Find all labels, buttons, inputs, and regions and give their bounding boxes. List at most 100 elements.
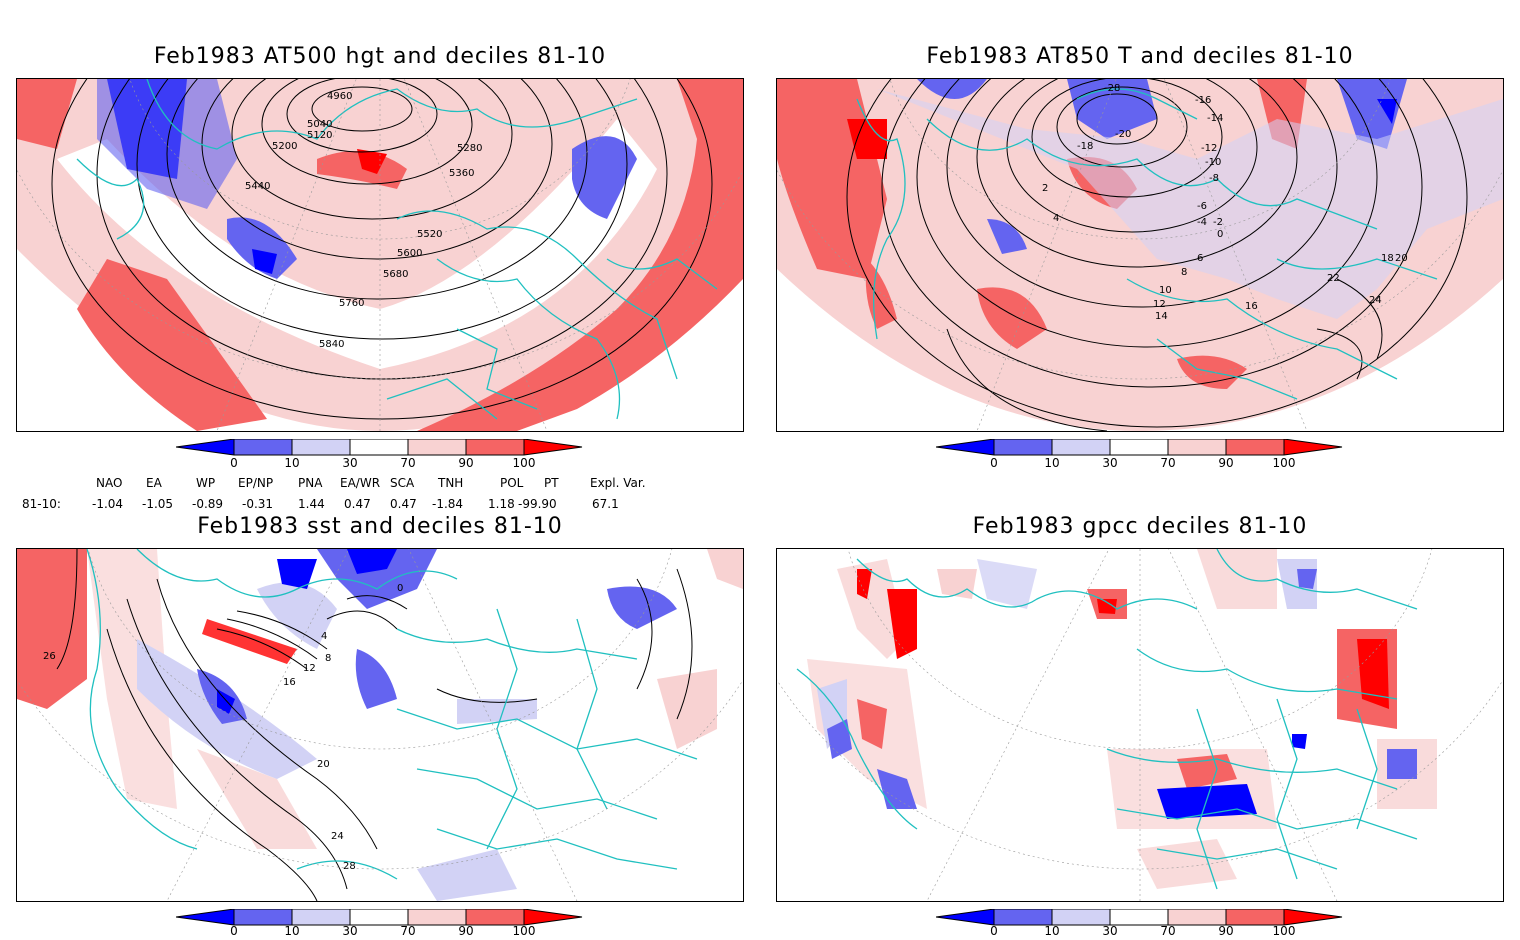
contour-label: -16 xyxy=(1195,95,1211,106)
index-value: -0.31 xyxy=(242,497,274,511)
index-header: PT xyxy=(544,476,559,490)
contour-label: 12 xyxy=(1153,299,1166,310)
colorbar-tick: 90 xyxy=(1218,456,1234,470)
contour-label: 16 xyxy=(1245,301,1258,312)
colorbar-tick: 0 xyxy=(990,456,998,470)
contour-label: -8 xyxy=(1209,173,1219,184)
index-header: EA xyxy=(146,476,162,490)
colorbar-tick: 10 xyxy=(1044,924,1060,938)
contour-label: 5280 xyxy=(457,143,482,154)
index-header: PNA xyxy=(298,476,323,490)
colorbar-ticks-bottom-right: 0 10 30 70 90 100 xyxy=(936,924,1346,940)
index-value: -99.90 xyxy=(518,497,557,511)
contour-label: 20 xyxy=(1395,253,1408,264)
contour-label: 6 xyxy=(1197,253,1203,264)
index-value: -1.05 xyxy=(142,497,174,511)
index-value: -1.04 xyxy=(92,497,124,511)
contour-label: 22 xyxy=(1327,273,1340,284)
contour-label: 24 xyxy=(1369,295,1382,306)
contour-label: 4960 xyxy=(327,91,352,102)
colorbar-tick: 10 xyxy=(284,924,300,938)
contour-label: 18 xyxy=(1381,253,1394,264)
map-sst: 0 4 8 12 16 20 24 26 28 xyxy=(17,549,743,901)
index-value: 1.44 xyxy=(298,497,325,511)
index-header: TNH xyxy=(438,476,464,490)
colorbar-tick: 10 xyxy=(284,456,300,470)
colorbar-tick: 100 xyxy=(512,456,536,470)
contour-label: 4 xyxy=(1053,213,1059,224)
colorbar-tick: 70 xyxy=(1160,924,1176,938)
map-hgt500: 4960 5040 5120 5200 5280 5360 5440 5520 … xyxy=(17,79,743,431)
contour-label: 12 xyxy=(303,663,316,674)
contour-label: -10 xyxy=(1205,157,1221,168)
panel-title-hgt500: Feb1983 AT500 hgt and deciles 81-10 xyxy=(153,44,607,69)
colorbar-tick: 70 xyxy=(400,456,416,470)
contour-label: 8 xyxy=(325,653,331,664)
colorbar-tick: 30 xyxy=(342,456,358,470)
contour-label: 0 xyxy=(397,583,403,594)
colorbar-tick: 70 xyxy=(400,924,416,938)
contour-label: 5440 xyxy=(245,181,270,192)
contour-label: -2 xyxy=(1213,217,1223,228)
panel-title-sst: Feb1983 sst and deciles 81-10 xyxy=(197,514,563,539)
colorbar-bottom-right xyxy=(936,909,1343,926)
contour-label: 5680 xyxy=(383,269,408,280)
map-gpcc xyxy=(777,549,1503,901)
colorbar-tick: 0 xyxy=(990,924,998,938)
index-value: 0.47 xyxy=(344,497,371,511)
contour-label: -6 xyxy=(1197,201,1207,212)
index-value: 67.1 xyxy=(592,497,619,511)
index-value: 1.18 xyxy=(488,497,515,511)
colorbar-tick: 70 xyxy=(1160,456,1176,470)
colorbar-tick: 30 xyxy=(342,924,358,938)
colorbar-bottom-left xyxy=(176,909,583,926)
colorbar-top-left xyxy=(176,439,583,456)
contour-label: 16 xyxy=(283,677,296,688)
map-panel-gpcc xyxy=(776,548,1504,902)
colorbar-tick: 30 xyxy=(1102,456,1118,470)
colorbar-tick: 100 xyxy=(512,924,536,938)
contour-label: 14 xyxy=(1155,311,1168,322)
contour-label: -14 xyxy=(1207,113,1223,124)
index-header: POL xyxy=(500,476,524,490)
map-panel-hgt500: 4960 5040 5120 5200 5280 5360 5440 5520 … xyxy=(16,78,744,432)
colorbar-tick: 30 xyxy=(1102,924,1118,938)
index-header: EP/NP xyxy=(238,476,274,490)
colorbar-tick: 100 xyxy=(1272,924,1296,938)
index-header: EA/WR xyxy=(340,476,381,490)
contour-label: 5760 xyxy=(339,298,364,309)
contour-label: 0 xyxy=(1217,229,1223,240)
map-panel-sst: 0 4 8 12 16 20 24 26 28 xyxy=(16,548,744,902)
colorbar-tick: 90 xyxy=(458,456,474,470)
index-header: SCA xyxy=(390,476,415,490)
colorbar-tick: 0 xyxy=(230,924,238,938)
contour-label: 24 xyxy=(331,831,344,842)
colorbar-tick: 90 xyxy=(1218,924,1234,938)
index-value: -1.84 xyxy=(432,497,464,511)
contour-label: 5120 xyxy=(307,130,332,141)
index-header: WP xyxy=(196,476,216,490)
index-row-label: 81-10: xyxy=(22,497,61,511)
map-panel-t850: -28 -20 -18 -16 -14 -12 -10 -8 -6 -4 -2 … xyxy=(776,78,1504,432)
index-header: Expl. Var. xyxy=(590,476,646,490)
map-t850: -28 -20 -18 -16 -14 -12 -10 -8 -6 -4 -2 … xyxy=(777,79,1503,431)
colorbar-tick: 100 xyxy=(1272,456,1296,470)
contour-label: 5840 xyxy=(319,339,344,350)
contour-label: -12 xyxy=(1201,143,1217,154)
panel-title-t850: Feb1983 AT850 T and deciles 81-10 xyxy=(926,44,1354,69)
contour-label: 5040 xyxy=(307,119,332,130)
colorbar-tick: 0 xyxy=(230,456,238,470)
contour-label: 5360 xyxy=(449,168,474,179)
contour-label: 8 xyxy=(1181,267,1187,278)
contour-label: -4 xyxy=(1197,217,1207,228)
index-header: NAO xyxy=(96,476,123,490)
contour-label: -20 xyxy=(1115,129,1131,140)
panel-title-gpcc: Feb1983 gpcc deciles 81-10 xyxy=(972,514,1308,539)
colorbar-tick: 90 xyxy=(458,924,474,938)
contour-label: 2 xyxy=(1042,183,1048,194)
contour-label: -18 xyxy=(1077,141,1093,152)
index-value: 0.47 xyxy=(390,497,417,511)
contour-label: 28 xyxy=(343,861,356,872)
index-value: -0.89 xyxy=(192,497,224,511)
contour-label: -28 xyxy=(1104,83,1120,94)
